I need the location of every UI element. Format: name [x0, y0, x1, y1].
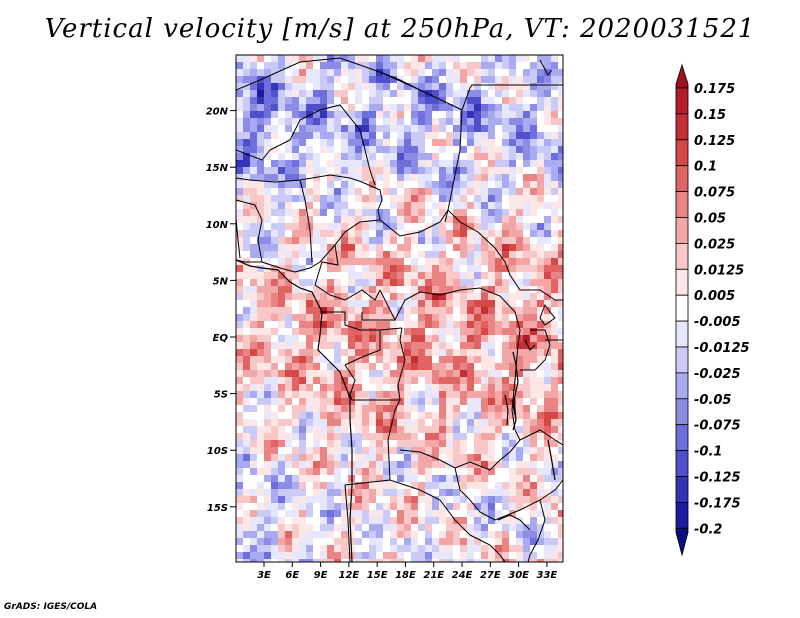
coastline	[236, 259, 353, 562]
lon-tick-label: 15E	[367, 570, 388, 581]
colorbar-label: 0.005	[694, 289, 735, 304]
lat-tick-label: 10N	[206, 220, 229, 231]
lat-tick-label: 10S	[207, 446, 228, 457]
grads-credit: GrADS: IGES/COLA	[4, 602, 98, 612]
map-title: Vertical velocity [m/s] at 250hPa, VT: 2…	[44, 14, 756, 44]
colorbar-label: -0.175	[694, 496, 741, 511]
colorbar-segment	[675, 450, 689, 477]
lon-tick-label: 27E	[480, 570, 501, 581]
colorbar: 0.175 0.15 0.125 0.1 0.075 0.05 0.025 0.0125 0.0…	[675, 63, 750, 557]
longitude-axis: 3E 6E 9E 12E 15E 18E 21E 24E 27E 30E 33E	[257, 562, 557, 581]
colorbar-label: 0.175	[694, 82, 735, 97]
colorbar-segment	[675, 372, 689, 400]
colorbar-label: -0.075	[694, 419, 741, 434]
colorbar-segment	[675, 242, 689, 270]
lat-tick-label: 15S	[207, 503, 228, 514]
colorbar-label: 0.075	[694, 186, 735, 201]
lat-tick-label: 5N	[213, 276, 229, 287]
colorbar-segment	[675, 320, 689, 348]
colorbar-label: -0.2	[694, 522, 722, 537]
colorbar-segment	[675, 424, 689, 452]
lon-tick-label: 6E	[285, 570, 299, 581]
lon-tick-label: 18E	[395, 570, 416, 581]
lat-tick-label: 15N	[206, 163, 229, 174]
colorbar-label: -0.1	[694, 445, 722, 460]
colorbar-segment	[675, 165, 689, 192]
colorbar-segment	[675, 268, 689, 296]
colorbar-label: 0.0125	[694, 263, 744, 278]
colorbar-label: 0.15	[694, 108, 726, 123]
colorbar-segment	[675, 217, 689, 244]
colorbar-label: 0.125	[694, 134, 735, 149]
lat-tick-label: 5S	[214, 390, 228, 401]
colorbar-segment	[675, 398, 689, 426]
lat-tick-label: EQ	[213, 333, 229, 344]
country-borders	[236, 57, 563, 562]
colorbar-segment	[675, 139, 689, 167]
colorbar-segment	[675, 87, 689, 115]
colorbar-label: 0.05	[694, 212, 726, 227]
colorbar-label: -0.05	[694, 393, 731, 408]
velocity-field	[236, 55, 563, 562]
colorbar-label: -0.025	[694, 367, 741, 382]
colorbar-segment	[675, 346, 689, 374]
colorbar-segment	[675, 191, 689, 218]
colorbar-segment	[675, 501, 689, 529]
lon-tick-label: 9E	[314, 570, 328, 581]
lat-tick-label: 20N	[206, 107, 229, 118]
lon-tick-label: 24E	[452, 570, 473, 581]
latitude-axis: 20N 15N 10N 5N EQ 5S 10S 15S	[206, 107, 236, 514]
colorbar-bottom-arrow	[675, 527, 689, 557]
colorbar-label: -0.0125	[694, 341, 750, 356]
lon-tick-label: 30E	[508, 570, 529, 581]
map-frame	[235, 54, 564, 563]
lon-tick-label: 12E	[338, 570, 359, 581]
colorbar-label: 0.025	[694, 237, 735, 252]
colorbar-segment	[675, 113, 689, 141]
colorbar-top-arrow	[675, 63, 689, 89]
colorbar-label: -0.005	[694, 315, 741, 330]
lon-tick-label: 21E	[423, 570, 444, 581]
colorbar-label: 0.1	[694, 160, 717, 175]
lon-tick-label: 3E	[257, 570, 271, 581]
colorbar-segment	[675, 294, 689, 322]
lon-tick-label: 33E	[537, 570, 558, 581]
colorbar-segment	[675, 476, 689, 503]
colorbar-label: -0.125	[694, 471, 741, 486]
